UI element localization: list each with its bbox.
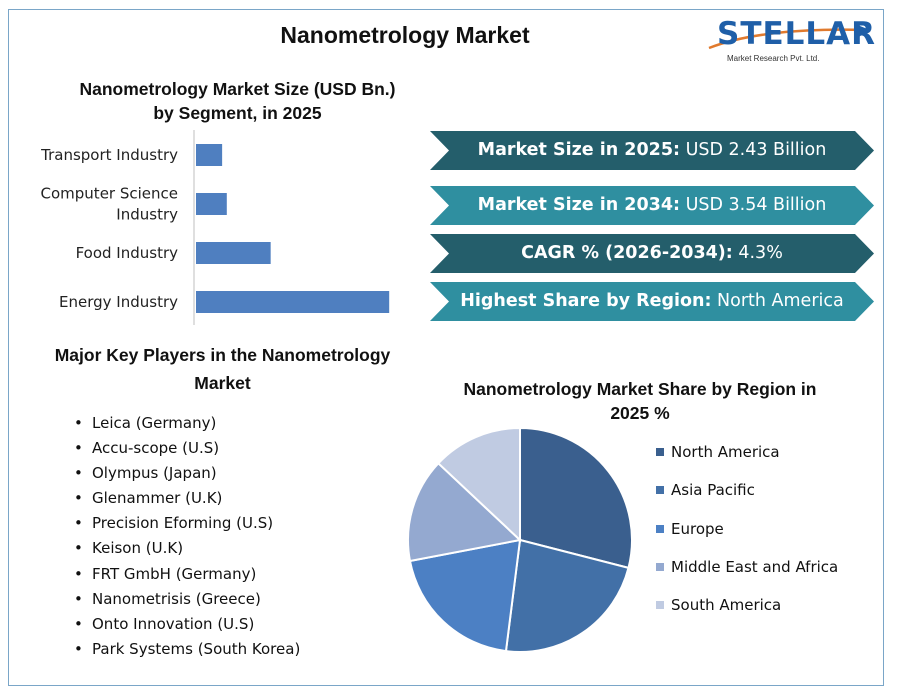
bar-1 — [196, 193, 227, 215]
legend-label: Asia Pacific — [671, 481, 755, 499]
legend-label: South America — [671, 596, 782, 614]
stat-value: 4.3% — [732, 243, 783, 263]
segment-chart-title: Nanometrology Market Size (USD Bn.) by S… — [40, 77, 435, 125]
stat-value: USD 3.54 Billion — [680, 195, 827, 215]
key-players-title-line2: Market — [194, 373, 251, 393]
segment-chart-title-line2: by Segment, in 2025 — [153, 103, 322, 123]
legend-label: Middle East and Africa — [671, 558, 839, 576]
stat-text: Market Size in 2025: USD 2.43 Billion — [450, 131, 854, 170]
legend-label: North America — [671, 443, 780, 461]
bar-category-label: Energy Industry — [59, 293, 178, 311]
key-player-item: Olympus (Japan) — [70, 461, 300, 486]
pie-slice-0 — [519, 426, 633, 570]
key-player-item: Keison (U.K) — [70, 536, 300, 561]
region-pie-title-line1: Nanometrology Market Share by Region in — [463, 379, 817, 399]
stat-value: USD 2.43 Billion — [680, 140, 827, 160]
banner-arrow-shape — [430, 186, 874, 225]
key-player-item: FRT GmbH (Germany) — [70, 562, 300, 587]
stat-label: CAGR % (2026-2034): — [521, 243, 733, 263]
key-player-item: Park Systems (South Korea) — [70, 637, 300, 662]
stat-banner: Market Size in 2025: USD 2.43 Billion — [430, 131, 874, 170]
key-player-item: Precision Eforming (U.S) — [70, 511, 300, 536]
logo-subtitle: Market Research Pvt. Ltd. — [727, 54, 820, 63]
bar-category-label: Food Industry — [76, 244, 179, 262]
region-pie-title: Nanometrology Market Share by Region in … — [445, 377, 835, 425]
key-player-item: Onto Innovation (U.S) — [70, 612, 300, 637]
banner-arrow-shape — [430, 131, 874, 170]
legend-swatch — [656, 486, 664, 494]
bar-0 — [196, 144, 223, 166]
page-title: Nanometrology Market — [280, 22, 530, 48]
stat-label: Market Size in 2025: — [477, 140, 681, 160]
stat-value: North America — [711, 291, 844, 311]
bar-3 — [196, 291, 390, 313]
stat-text: Highest Share by Region: North America — [450, 282, 854, 321]
logo-swoosh-icon — [708, 24, 870, 50]
bar-category-label: Transport Industry — [40, 146, 178, 164]
banner-arrow-shape — [430, 282, 874, 321]
stat-banner: CAGR % (2026-2034): 4.3% — [430, 234, 874, 273]
key-player-item: Accu-scope (U.S) — [70, 436, 300, 461]
key-player-item: Nanometrisis (Greece) — [70, 587, 300, 612]
key-players-title: Major Key Players in the Nanometrology M… — [30, 341, 415, 397]
infographic-frame — [8, 9, 884, 686]
stat-text: Market Size in 2034: USD 3.54 Billion — [450, 186, 854, 225]
legend-swatch — [656, 525, 664, 533]
key-players-title-line1: Major Key Players in the Nanometrology — [54, 345, 391, 365]
stat-banner: Market Size in 2034: USD 3.54 Billion — [430, 186, 874, 225]
key-player-item: Leica (Germany) — [70, 411, 300, 436]
pie-slice-3 — [407, 461, 523, 563]
banner-arrow-shape — [430, 234, 874, 273]
pie-slice-1 — [504, 538, 630, 653]
bar-category-label: Computer Science Industry — [41, 185, 179, 224]
bar-2 — [196, 242, 271, 264]
stat-label: Market Size in 2034: — [477, 195, 681, 215]
pie-slice-2 — [408, 538, 522, 653]
region-pie-title-line2: 2025 % — [610, 403, 670, 423]
stat-text: CAGR % (2026-2034): 4.3% — [450, 234, 854, 273]
segment-chart-title-line1: Nanometrology Market Size (USD Bn.) — [79, 79, 396, 99]
logo-wordmark: STELLAR — [717, 16, 877, 52]
legend-label: Europe — [671, 520, 724, 538]
key-players-list: Leica (Germany)Accu-scope (U.S)Olympus (… — [70, 411, 300, 662]
legend-swatch — [656, 601, 664, 609]
pie-slice-4 — [436, 426, 521, 543]
key-player-item: Glenammer (U.K) — [70, 486, 300, 511]
legend-swatch — [656, 563, 664, 571]
stellar-logo: STELLAR Market Research Pvt. Ltd. — [705, 12, 875, 72]
stat-banner: Highest Share by Region: North America — [430, 282, 874, 321]
legend-swatch — [656, 448, 664, 456]
stat-label: Highest Share by Region: — [460, 291, 712, 311]
